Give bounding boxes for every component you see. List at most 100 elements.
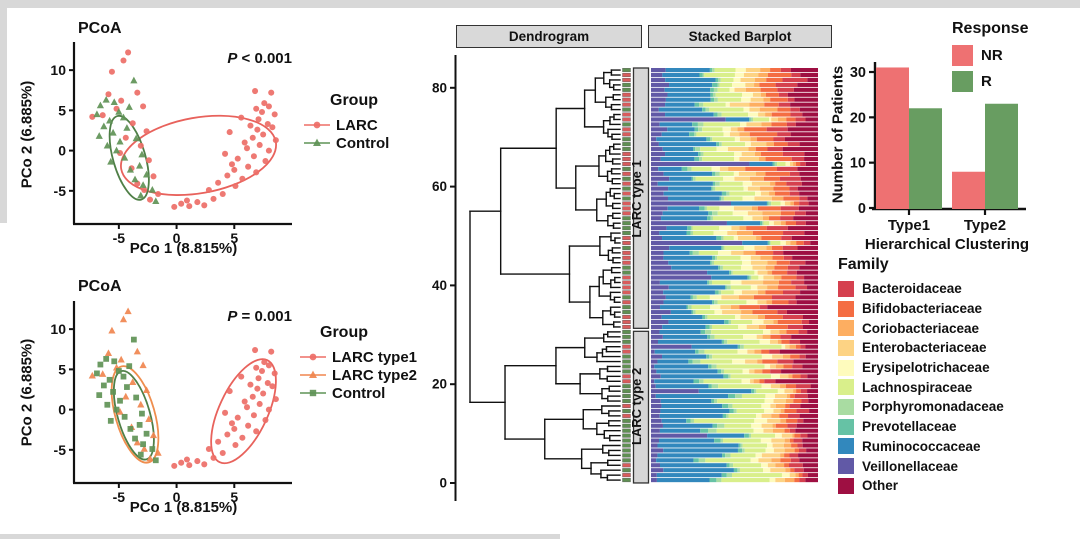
stacked-bar-row: [651, 458, 818, 463]
bar-segment: [733, 408, 737, 413]
legend-item-label: LARC: [336, 116, 378, 134]
bar-segment: [771, 122, 787, 127]
bar-segment: [661, 418, 687, 423]
family-legend-item: Erysipelotrichaceae: [838, 358, 1004, 378]
bar-segment: [807, 394, 818, 399]
data-point: [249, 393, 256, 400]
bar-segment: [717, 211, 733, 216]
bar-segment: [662, 72, 700, 78]
bar-segment: [799, 171, 818, 176]
bar-segment: [728, 374, 731, 379]
bar-segment: [716, 364, 765, 369]
bar-segment: [799, 191, 818, 196]
bar-segment: [769, 240, 771, 246]
bar-segment: [718, 250, 732, 255]
bar-segment: [745, 359, 758, 364]
bar-segment: [740, 77, 756, 83]
bar-segment: [756, 235, 762, 241]
bar-segment: [712, 68, 715, 73]
leaf-response-marker: [622, 236, 631, 241]
bar-segment: [739, 468, 764, 473]
bar-segment: [723, 132, 730, 137]
bar-segment: [769, 216, 781, 221]
data-point: [142, 386, 151, 394]
bar-segment: [804, 151, 818, 157]
bar-segment: [660, 374, 724, 379]
bar-segment: [726, 221, 761, 226]
bar-segment: [711, 260, 714, 265]
bar-segment: [780, 68, 791, 73]
bar-segment: [669, 176, 692, 181]
leaf-response-marker: [622, 250, 631, 255]
bar-segment: [690, 295, 693, 300]
bar-segment: [730, 305, 740, 310]
bar-segment: [702, 72, 705, 78]
bar-segment: [798, 448, 807, 453]
pcoa-bottom-plot: -5 0 5 -5 0 5 10: [50, 301, 292, 505]
bar-segment: [660, 463, 727, 468]
bar-segment: [771, 413, 780, 418]
legend-item: Control: [298, 384, 417, 402]
bar-segment: [661, 132, 690, 137]
bar-segment: [663, 191, 722, 196]
bar-segment: [803, 468, 818, 473]
bar-segment: [732, 270, 755, 275]
stacked-bar-row: [651, 260, 818, 265]
bar-segment: [772, 295, 796, 300]
stacked-bar-row: [651, 117, 818, 122]
bar-segment: [805, 260, 818, 265]
bar-segment: [766, 201, 769, 206]
bar-segment: [801, 181, 818, 186]
bar-segment: [659, 231, 687, 236]
bar-segment: [795, 221, 806, 226]
circle-marker-icon: [304, 121, 330, 129]
bar-segment: [694, 102, 700, 107]
family-legend-label: Ruminococcaceae: [862, 438, 981, 454]
response-legend: Response NR R: [952, 20, 1028, 95]
bar-segment: [760, 191, 770, 196]
bar-segment: [800, 290, 818, 295]
bar-segment: [768, 201, 772, 206]
bar-segment: [651, 260, 669, 265]
family-legend-title: Family: [838, 256, 889, 273]
bar-segment: [782, 245, 798, 250]
bar-segment: [766, 245, 772, 250]
color-swatch: [838, 398, 854, 415]
legend-item: Control: [302, 134, 389, 152]
bar-segment: [771, 458, 781, 463]
bar-segment: [651, 389, 699, 394]
bar-segment: [651, 151, 666, 157]
group-legend-top-title: Group: [330, 92, 378, 109]
bar-segment: [767, 305, 818, 310]
data-point: [118, 97, 125, 104]
bar-segment: [793, 201, 800, 206]
bar-segment: [734, 87, 746, 92]
bar-segment: [766, 127, 788, 132]
bar-segment: [762, 334, 771, 339]
bar-segment: [710, 216, 713, 221]
family-legend: Family Bacteroidaceae Bifidobacteriaceae C…: [838, 256, 1004, 496]
leaf-response-marker: [622, 255, 631, 260]
bar-segment: [792, 255, 818, 260]
bar-segment: [767, 270, 773, 275]
bar-segment: [663, 250, 690, 255]
bar-segment: [799, 196, 808, 201]
data-point: [94, 370, 100, 377]
legend-item: LARC: [302, 116, 389, 134]
data-point: [210, 195, 217, 202]
bar-segment: [769, 349, 780, 354]
bar-segment: [780, 453, 785, 458]
bar-segment: [747, 211, 763, 216]
bar-segment: [761, 413, 772, 418]
bar-segment: [721, 295, 739, 300]
bar-segment: [729, 270, 732, 275]
stacked-bar-row: [651, 369, 818, 374]
stacked-bar-row: [651, 122, 818, 127]
bar-segment: [770, 97, 788, 102]
bar-segment: [738, 324, 747, 330]
bar-segment: [779, 413, 789, 418]
bar-segment: [739, 132, 750, 137]
stacked-bar-row: [651, 132, 818, 137]
leaf-response-marker: [622, 468, 631, 473]
leaf-response-marker: [622, 384, 631, 389]
